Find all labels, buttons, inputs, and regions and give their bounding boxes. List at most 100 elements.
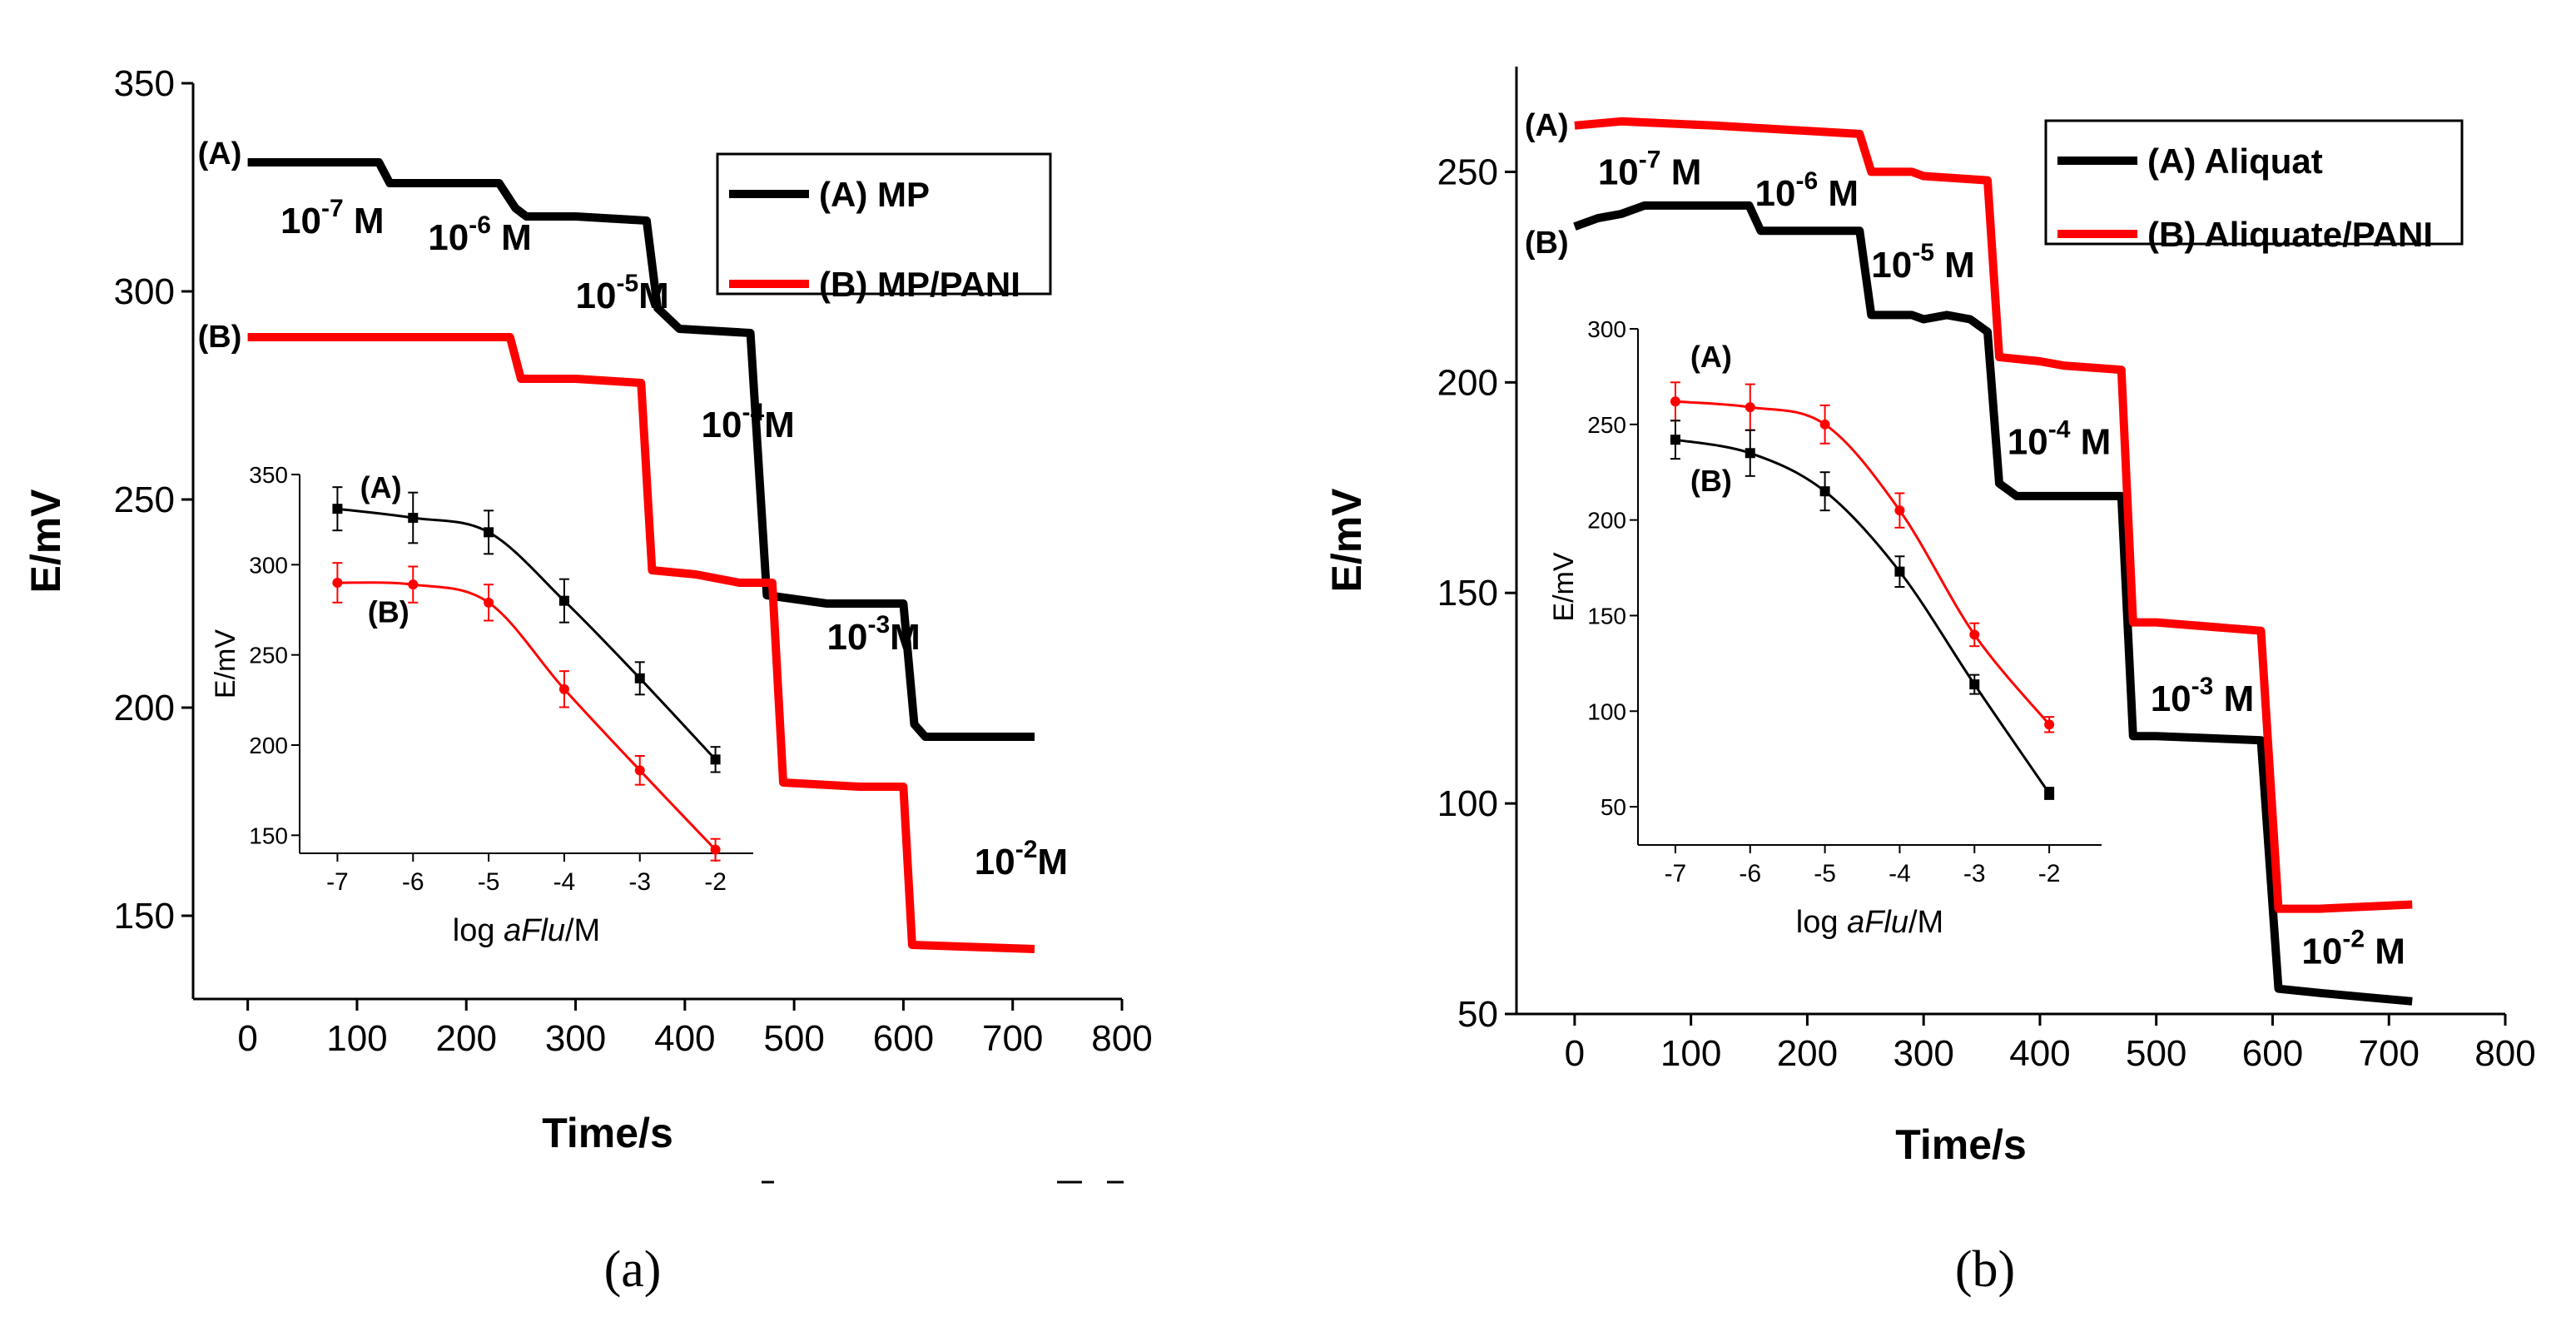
- x-axis-label: Time/s: [1895, 1121, 2027, 1168]
- series-tag: (B): [198, 320, 242, 355]
- step-label: 10-4M: [702, 399, 795, 445]
- x-tick-label: 200: [1777, 1033, 1838, 1074]
- inset-series-line: [337, 507, 717, 761]
- y-tick-label: 250: [1437, 152, 1498, 192]
- step-label: 10-3M: [827, 611, 921, 658]
- x-tick-label: 700: [982, 1018, 1043, 1059]
- inset-x-tick-label: -2: [2038, 860, 2061, 887]
- caption-a: (a): [604, 1241, 662, 1298]
- inset-x-tick-label: -7: [326, 868, 349, 896]
- y-tick-label: 350: [114, 63, 175, 104]
- x-tick-label: 300: [1893, 1033, 1953, 1074]
- series-tag: (A): [1525, 108, 1569, 143]
- step-label: 10-3 M: [2151, 673, 2255, 719]
- inset-x-tick-label: -3: [628, 868, 651, 896]
- inset-x-tick-label: -4: [553, 868, 576, 896]
- inset-point: [634, 765, 645, 776]
- x-tick-label: 700: [2359, 1033, 2420, 1074]
- legend-box: [2044, 119, 2464, 246]
- x-tick-label: 0: [1565, 1033, 1585, 1074]
- x-tick-label: 400: [654, 1018, 715, 1059]
- inset-x-axis-label: log aFlu/M: [1796, 905, 1943, 940]
- inset-point: [1969, 679, 1980, 690]
- inset-series-tag: (A): [1690, 340, 1732, 374]
- legend-label: (B) MP/PANI: [819, 265, 1020, 304]
- inset-point: [558, 595, 569, 606]
- inset-point: [710, 844, 721, 855]
- inset-y-tick-label: 250: [249, 643, 288, 668]
- inset-y-tick-label: 200: [1587, 508, 1626, 534]
- step-label: 10-7 M: [1598, 147, 1702, 193]
- x-tick-label: 400: [2009, 1033, 2070, 1074]
- inset-y-tick-label: 300: [249, 552, 288, 578]
- inset-point: [2044, 788, 2055, 798]
- inset-y-tick-label: 50: [1601, 794, 1626, 820]
- inset-y-tick-label: 250: [1587, 412, 1626, 438]
- step-label: 10-2 M: [2301, 925, 2405, 972]
- inset-point: [1670, 435, 1680, 445]
- inset-x-tick-label: -7: [1665, 860, 1687, 887]
- inset-x-tick-label: -2: [704, 868, 727, 896]
- y-tick-label: 150: [114, 896, 175, 937]
- inset-y-axis-label: E/mV: [210, 629, 241, 698]
- inset-series-tag: (A): [360, 470, 402, 504]
- inset-point: [1745, 448, 1755, 459]
- inset-point: [1819, 419, 1830, 430]
- inset-point: [1670, 396, 1680, 407]
- x-tick-label: 800: [2474, 1033, 2535, 1074]
- y-axis-label: E/mV: [1323, 488, 1370, 593]
- inset-x-axis-label: log aFlu/M: [453, 913, 600, 948]
- y-tick-label: 200: [114, 688, 175, 728]
- inset-point: [558, 683, 569, 694]
- inset-point: [1819, 486, 1830, 497]
- step-label: 10-6 M: [1755, 167, 1859, 214]
- step-label: 10-7 M: [280, 195, 385, 241]
- inset-point: [408, 513, 419, 523]
- inset-point: [484, 527, 494, 538]
- legend-box: [716, 152, 1052, 296]
- inset-x-tick-label: -5: [478, 868, 500, 896]
- inset-point: [1894, 505, 1905, 516]
- step-label: 10-4 M: [2008, 415, 2112, 462]
- y-tick-label: 50: [1457, 994, 1498, 1035]
- x-tick-label: 800: [1091, 1018, 1152, 1059]
- legend-label: (A) MP: [819, 175, 930, 214]
- inset-x-tick-label: -3: [1963, 860, 1986, 887]
- inset-y-tick-label: 100: [1587, 698, 1626, 724]
- x-tick-label: 600: [2242, 1033, 2303, 1074]
- x-axis-label: Time/s: [542, 1110, 673, 1156]
- inset-y-tick-label: 200: [249, 733, 288, 758]
- inset-point: [2044, 719, 2055, 730]
- legend-label: (A) Aliquat: [2147, 142, 2323, 181]
- inset-y-tick-label: 350: [249, 462, 288, 488]
- series-line: [247, 158, 1035, 741]
- inset-point: [484, 597, 494, 608]
- x-tick-label: 500: [2126, 1033, 2186, 1074]
- chart-b: 0 100 200 300 400 500 600 700 800 50 100 150 200 250 T…: [1323, 67, 2536, 1168]
- x-tick-label: 100: [326, 1018, 387, 1059]
- x-tick-label: 0: [237, 1018, 257, 1059]
- inset-point: [634, 673, 645, 683]
- inset-y-tick-label: 150: [249, 823, 288, 848]
- inset-point: [710, 754, 721, 765]
- inset-y-axis-label: E/mV: [1548, 552, 1580, 621]
- inset-y-tick-label: 150: [1587, 603, 1626, 629]
- inset-series-tag: (B): [1690, 464, 1732, 498]
- inset-point: [332, 504, 343, 514]
- inset-point: [1894, 566, 1905, 577]
- series-tag: (A): [198, 137, 242, 171]
- inset-y-tick-label: 300: [1587, 316, 1626, 342]
- inset-point: [408, 579, 419, 590]
- x-tick-label: 600: [873, 1018, 934, 1059]
- step-label: 10-5M: [576, 270, 669, 316]
- y-axis-label: E/mV: [22, 489, 69, 594]
- y-tick-label: 100: [1437, 783, 1498, 824]
- inset-x-tick-label: -4: [1889, 860, 1911, 887]
- y-tick-label: 150: [1437, 573, 1498, 614]
- series-line: [1574, 117, 2413, 913]
- step-label: 10-5 M: [1871, 239, 1975, 286]
- inset-point: [1969, 629, 1980, 640]
- y-tick-label: 200: [1437, 362, 1498, 403]
- caption-b: (b): [1955, 1241, 2015, 1298]
